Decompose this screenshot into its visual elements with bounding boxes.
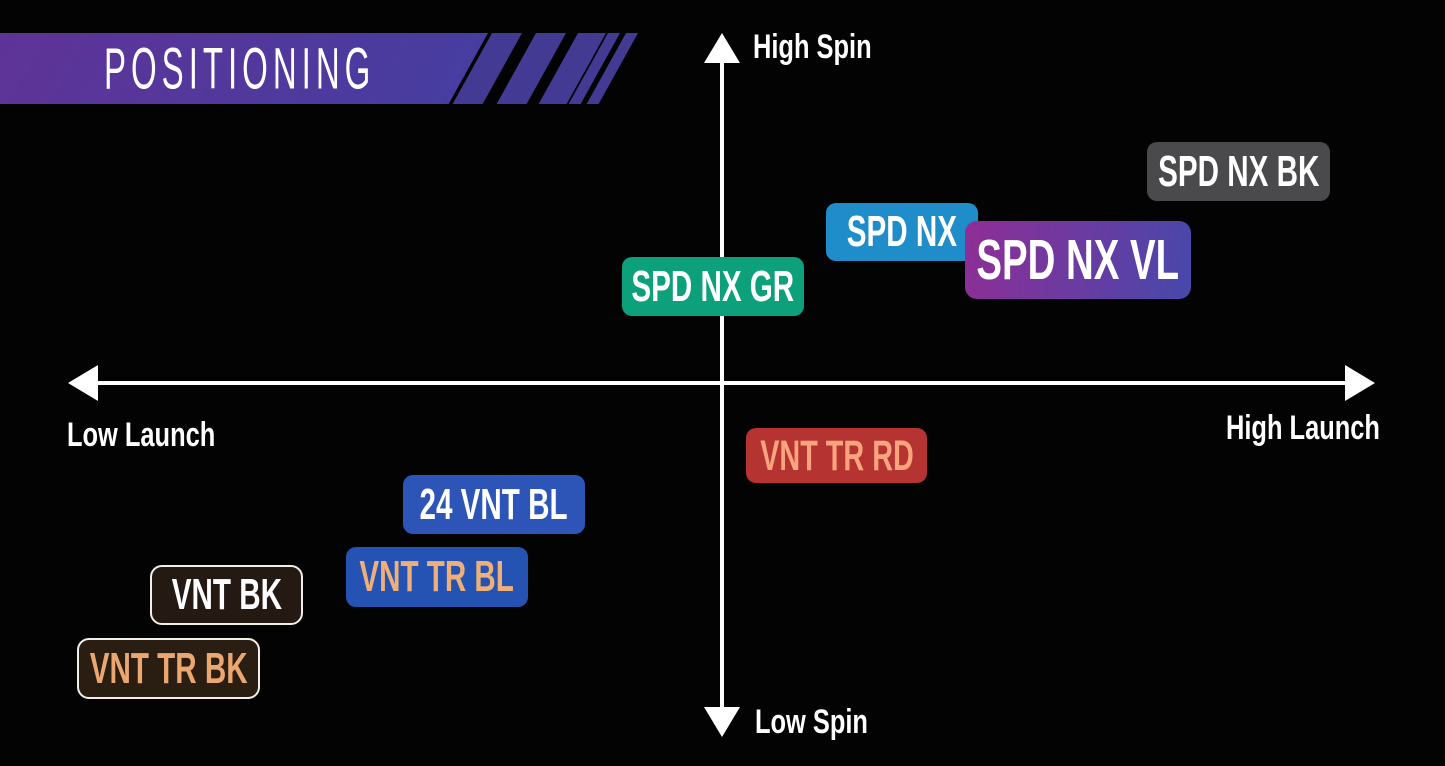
badge-24-vnt-bl: 24 VNT BL: [403, 475, 585, 534]
badge-spd-nx-vl: SPD NX VL: [965, 221, 1191, 299]
badge-label: SPD NX VL: [976, 228, 1180, 292]
page-title-text: POSITIONING: [104, 34, 376, 101]
vertical-axis-line: [720, 48, 724, 712]
axis-arrow-left-icon: [68, 365, 98, 401]
badge-label: VNT TR BK: [89, 643, 248, 693]
badge-vnt-tr-rd: VNT TR RD: [746, 428, 927, 483]
axis-arrow-up-icon: [704, 33, 740, 63]
badge-vnt-tr-bk: VNT TR BK: [77, 638, 260, 699]
badge-label: SPD NX BK: [1157, 146, 1320, 196]
badge-label: VNT TR BL: [359, 552, 515, 601]
badge-spd-nx-gr: SPD NX GR: [622, 257, 804, 316]
axis-label-high-launch: High Launch: [1226, 408, 1380, 447]
horizontal-axis-line: [90, 381, 1352, 385]
badge-spd-nx-bk: SPD NX BK: [1147, 142, 1330, 201]
badge-label: SPD NX: [846, 207, 958, 256]
badge-vnt-bk: VNT BK: [150, 565, 303, 625]
axis-label-low-launch: Low Launch: [67, 415, 216, 454]
badge-label: VNT TR RD: [759, 430, 914, 480]
axis-label-low-spin: Low Spin: [755, 702, 868, 741]
badge-spd-nx: SPD NX: [826, 203, 978, 261]
axis-label-high-spin: High Spin: [753, 27, 872, 66]
badge-label: 24 VNT BL: [419, 479, 569, 529]
badge-vnt-tr-bl: VNT TR BL: [346, 547, 528, 607]
page-title: POSITIONING: [104, 33, 404, 104]
badge-label: VNT BK: [171, 570, 282, 619]
badge-label: SPD NX GR: [631, 261, 795, 311]
axis-arrow-right-icon: [1345, 365, 1375, 401]
axis-arrow-down-icon: [704, 707, 740, 737]
